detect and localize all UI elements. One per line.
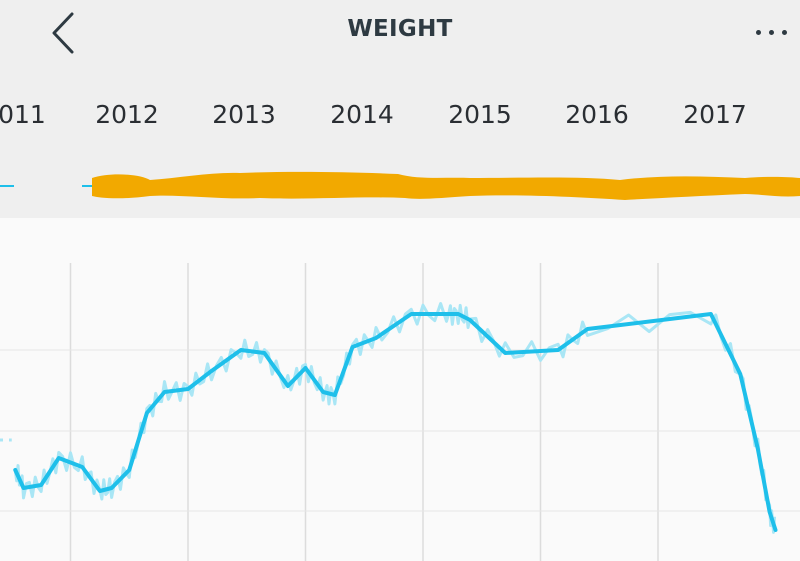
trend-series: [13, 312, 778, 532]
year-label-2014[interactable]: 2014: [330, 100, 394, 129]
timeline-scrubber[interactable]: [0, 160, 800, 216]
year-label-2012[interactable]: 2012: [95, 100, 159, 129]
chevron-left-icon: [52, 12, 74, 54]
back-button[interactable]: [40, 8, 86, 58]
chart-grid: [0, 263, 800, 561]
more-horizontal-icon: [755, 29, 761, 35]
year-label-2017[interactable]: 2017: [683, 100, 747, 129]
year-label-2011[interactable]: 2011: [0, 100, 46, 129]
year-label-2015[interactable]: 2015: [448, 100, 512, 129]
series-raw-line: [13, 302, 777, 534]
raw-series: [13, 302, 777, 534]
page-title: WEIGHT: [347, 16, 453, 42]
weight-chart[interactable]: [0, 218, 800, 561]
weight-chart-svg: [0, 263, 800, 561]
year-label-2013[interactable]: 2013: [212, 100, 276, 129]
more-button[interactable]: [742, 14, 800, 50]
redaction-mark: [92, 171, 800, 200]
series-trend-line: [13, 312, 778, 532]
year-timeline[interactable]: 2011 2012 2013 2014 2015 2016 2017: [0, 96, 800, 140]
year-label-2016[interactable]: 2016: [565, 100, 629, 129]
top-bar: WEIGHT 2011 2012 2013 2014 2015 2016 201…: [0, 0, 800, 218]
scrubber-track: [0, 171, 800, 200]
